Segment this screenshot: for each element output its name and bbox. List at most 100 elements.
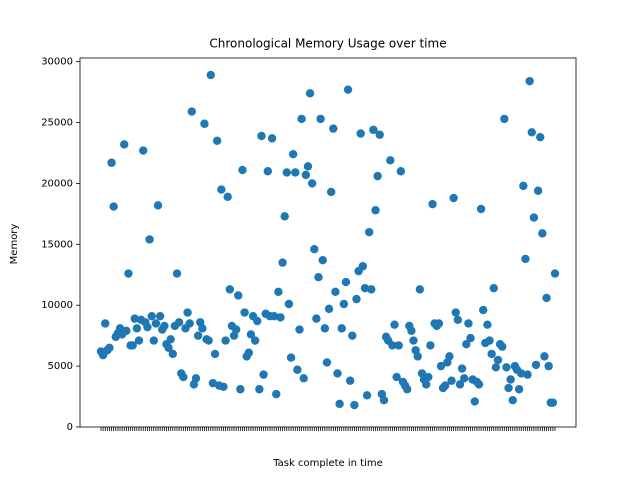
point: [172, 269, 182, 278]
point: [491, 363, 501, 372]
point: [284, 299, 294, 309]
point: [544, 361, 553, 371]
point: [303, 162, 313, 171]
point: [379, 396, 389, 405]
point: [193, 331, 203, 340]
point: [187, 107, 196, 116]
point: [217, 185, 226, 194]
point: [517, 369, 526, 378]
point: [107, 158, 116, 167]
point: [149, 336, 158, 345]
point: [470, 397, 479, 406]
point: [318, 255, 327, 265]
point: [500, 114, 509, 124]
point: [508, 396, 517, 405]
y-tick-label: 25000: [41, 118, 73, 129]
point: [356, 129, 365, 138]
point: [451, 308, 460, 317]
point: [191, 374, 201, 383]
point: [345, 376, 355, 385]
point: [297, 114, 306, 124]
point: [122, 326, 131, 335]
point: [200, 119, 209, 128]
point: [329, 124, 338, 133]
x-axis-label: Task complete in time: [272, 458, 383, 469]
point: [286, 353, 296, 362]
point: [409, 336, 418, 345]
point: [276, 313, 285, 322]
point: [521, 254, 530, 264]
point: [160, 321, 169, 331]
point: [109, 202, 118, 211]
point: [392, 372, 401, 382]
point: [198, 324, 207, 333]
point: [293, 365, 302, 374]
y-tick-label: 10000: [41, 300, 73, 311]
point: [324, 304, 334, 314]
point: [436, 361, 446, 371]
point: [343, 85, 353, 94]
point: [225, 285, 235, 294]
point: [506, 375, 515, 384]
point: [352, 294, 361, 304]
point: [396, 167, 406, 176]
point: [166, 335, 175, 344]
point: [164, 343, 173, 353]
point: [307, 179, 317, 188]
point: [371, 206, 380, 215]
point: [299, 374, 308, 383]
point: [238, 165, 247, 175]
point: [449, 193, 458, 203]
point: [255, 385, 264, 394]
point: [257, 131, 266, 141]
point: [244, 348, 254, 357]
point: [139, 146, 148, 155]
point: [525, 76, 534, 86]
point: [460, 374, 469, 383]
point: [341, 277, 351, 287]
point: [183, 308, 192, 317]
point: [531, 360, 541, 370]
point: [153, 201, 163, 210]
point: [483, 320, 492, 329]
point: [331, 287, 340, 297]
point: [120, 140, 129, 149]
point: [440, 381, 450, 390]
point: [390, 320, 399, 329]
point: [101, 319, 110, 328]
point: [476, 204, 486, 214]
point: [246, 330, 256, 339]
point: [288, 150, 298, 159]
point: [231, 325, 241, 334]
point: [348, 331, 357, 340]
point: [548, 398, 558, 407]
point: [434, 319, 444, 328]
point: [373, 171, 382, 181]
point: [210, 349, 220, 359]
point: [538, 229, 547, 238]
point: [536, 132, 545, 142]
point: [185, 319, 194, 328]
point: [253, 316, 262, 326]
point: [301, 170, 311, 180]
point: [457, 364, 467, 373]
point: [314, 273, 323, 282]
point: [360, 283, 370, 293]
point: [364, 227, 374, 237]
point: [358, 262, 368, 271]
point: [130, 314, 139, 323]
point: [282, 168, 292, 177]
point: [369, 125, 378, 135]
point: [447, 376, 456, 385]
point: [388, 341, 397, 350]
point: [529, 213, 539, 222]
point: [320, 324, 330, 333]
point: [269, 311, 279, 321]
point: [151, 319, 161, 328]
point: [424, 372, 433, 382]
point: [426, 341, 435, 350]
y-tick-label: 5000: [48, 361, 73, 372]
point: [280, 212, 289, 221]
